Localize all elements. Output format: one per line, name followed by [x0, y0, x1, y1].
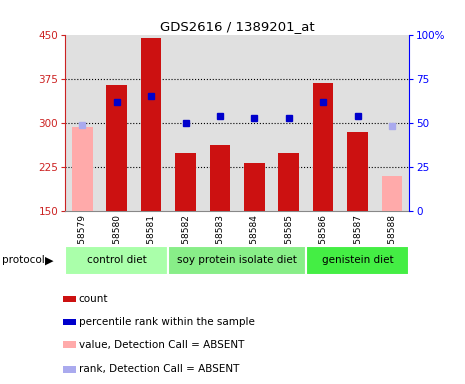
Bar [244, 163, 265, 211]
Bar [168, 246, 306, 275]
Bar [313, 83, 333, 211]
Bar [63, 319, 76, 325]
Bar [72, 127, 93, 211]
Bar [279, 154, 299, 211]
Bar [347, 132, 368, 211]
Bar [106, 84, 127, 211]
Bar [175, 154, 196, 211]
Bar [382, 176, 402, 211]
Text: percentile rank within the sample: percentile rank within the sample [79, 317, 255, 327]
Bar [63, 296, 76, 302]
Text: count: count [79, 294, 108, 304]
Title: GDS2616 / 1389201_at: GDS2616 / 1389201_at [160, 20, 314, 33]
Bar [63, 366, 76, 372]
Text: soy protein isolate diet: soy protein isolate diet [177, 255, 297, 265]
Bar [65, 246, 168, 275]
Text: protocol: protocol [2, 255, 45, 265]
Text: genistein diet: genistein diet [322, 255, 393, 265]
Text: control diet: control diet [87, 255, 146, 265]
Bar [306, 246, 409, 275]
Bar [210, 145, 230, 211]
Text: ▶: ▶ [45, 255, 53, 265]
Text: value, Detection Call = ABSENT: value, Detection Call = ABSENT [79, 339, 244, 349]
Text: rank, Detection Call = ABSENT: rank, Detection Call = ABSENT [79, 364, 239, 374]
Bar [141, 38, 161, 211]
Bar [63, 341, 76, 348]
